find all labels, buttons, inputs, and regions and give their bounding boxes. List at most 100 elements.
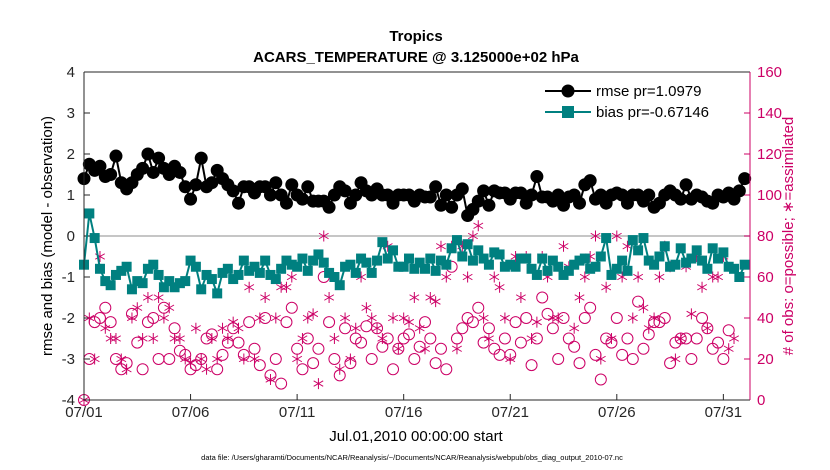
x-axis-label: Jul.01,2010 00:00:00 start bbox=[329, 428, 503, 445]
possible-point bbox=[504, 348, 517, 361]
bias-series bbox=[79, 208, 750, 299]
bias-point bbox=[137, 278, 148, 289]
possible-point bbox=[552, 353, 565, 365]
y2-axis-label: # of obs: o=possible; ∗=assimilated bbox=[780, 117, 797, 356]
bias-point bbox=[585, 263, 596, 274]
possible-point bbox=[696, 312, 709, 324]
rmse-point bbox=[471, 194, 485, 208]
bias-point bbox=[489, 247, 500, 258]
rmse-point bbox=[477, 184, 491, 198]
assimilated-point bbox=[372, 322, 383, 334]
bias-point bbox=[313, 249, 324, 260]
bias-point bbox=[617, 255, 628, 266]
possible-point bbox=[264, 369, 277, 382]
assimilated-point bbox=[265, 374, 276, 385]
possible-point bbox=[525, 359, 538, 372]
bias-point bbox=[483, 259, 494, 270]
assimilated-point bbox=[451, 343, 462, 355]
assimilated-point bbox=[110, 333, 121, 344]
rmse-point bbox=[232, 196, 246, 210]
rmse-point bbox=[184, 192, 198, 206]
possible-point bbox=[147, 312, 160, 324]
left-axis-ticks: -4 -3 -2 -1 0 1 2 3 4 bbox=[62, 64, 90, 409]
y-tick-label: -1 bbox=[62, 269, 75, 286]
assimilated-point bbox=[270, 312, 281, 324]
y2-tick-label: 160 bbox=[757, 64, 782, 81]
assimilated-point bbox=[697, 281, 708, 293]
bias-point bbox=[126, 284, 137, 295]
bias-point bbox=[153, 269, 164, 280]
possible-point bbox=[573, 357, 586, 370]
possible-point bbox=[381, 332, 394, 345]
possible-point bbox=[365, 353, 378, 365]
assimilated-point bbox=[350, 322, 361, 334]
assimilated-point bbox=[308, 308, 319, 320]
assimilated-point bbox=[313, 378, 324, 390]
bias-point bbox=[622, 265, 633, 276]
rmse-point bbox=[434, 198, 448, 212]
y-tick-label: 4 bbox=[67, 64, 75, 81]
assimilated-point bbox=[174, 333, 185, 344]
bias-point bbox=[643, 255, 654, 266]
possible-point bbox=[466, 316, 479, 329]
assimilated-point bbox=[505, 353, 516, 365]
assimilated-point bbox=[126, 312, 137, 324]
possible-point bbox=[109, 353, 122, 365]
bias-point bbox=[94, 263, 105, 274]
bias-point bbox=[670, 259, 681, 270]
assimilated-point bbox=[201, 363, 212, 375]
bias-point bbox=[270, 274, 281, 285]
bias-point bbox=[169, 282, 180, 293]
y2-tick-label: 0 bbox=[757, 392, 765, 409]
bias-point bbox=[318, 257, 329, 268]
x-tick-label: 07/06 bbox=[172, 404, 210, 421]
bias-point bbox=[435, 255, 446, 266]
y2-tick-label: 80 bbox=[757, 228, 774, 245]
assimilated-point bbox=[723, 343, 734, 355]
rmse-point bbox=[178, 180, 192, 194]
y-tick-label: 1 bbox=[67, 187, 75, 204]
bias-point bbox=[627, 235, 638, 246]
possible-point bbox=[642, 328, 655, 341]
bias-point bbox=[414, 257, 425, 268]
possible-point bbox=[610, 312, 623, 324]
bias-point bbox=[633, 245, 644, 256]
possible-point bbox=[578, 312, 591, 324]
bias-point bbox=[515, 253, 526, 264]
assimilated-point bbox=[217, 322, 228, 334]
possible-point bbox=[701, 322, 714, 335]
assimilated-point bbox=[654, 271, 665, 283]
bias-point bbox=[574, 255, 585, 266]
rmse-point bbox=[514, 186, 528, 200]
y-tick-label: 3 bbox=[67, 105, 75, 122]
possible-point bbox=[589, 348, 602, 361]
y-tick-label: -4 bbox=[62, 392, 75, 409]
bias-point bbox=[217, 267, 228, 278]
possible-point bbox=[722, 324, 735, 337]
x-tick-label: 07/21 bbox=[491, 404, 529, 421]
possible-point bbox=[514, 336, 527, 349]
bias-point bbox=[340, 261, 351, 272]
rmse-point bbox=[322, 200, 336, 214]
rmse-point bbox=[189, 178, 203, 192]
bias-point bbox=[729, 263, 740, 274]
x-tick-label: 07/31 bbox=[705, 404, 743, 421]
assimilated-point bbox=[281, 281, 292, 293]
possible-point bbox=[557, 312, 570, 324]
possible-point bbox=[296, 363, 309, 376]
x-tick-label: 07/26 bbox=[598, 404, 636, 421]
possible-point bbox=[509, 316, 522, 329]
bias-point bbox=[462, 239, 473, 250]
possible-point bbox=[99, 301, 112, 314]
rmse-point bbox=[679, 178, 693, 192]
y2-tick-label: 60 bbox=[757, 269, 774, 286]
assimilated-point bbox=[558, 240, 569, 252]
bias-point bbox=[734, 272, 745, 282]
possible-point bbox=[658, 312, 671, 324]
possible-point bbox=[717, 353, 730, 365]
possible-point bbox=[712, 336, 725, 349]
bias-point bbox=[494, 249, 505, 260]
possible-point bbox=[355, 336, 368, 349]
possible-point bbox=[312, 342, 325, 355]
bias-point bbox=[430, 265, 441, 276]
